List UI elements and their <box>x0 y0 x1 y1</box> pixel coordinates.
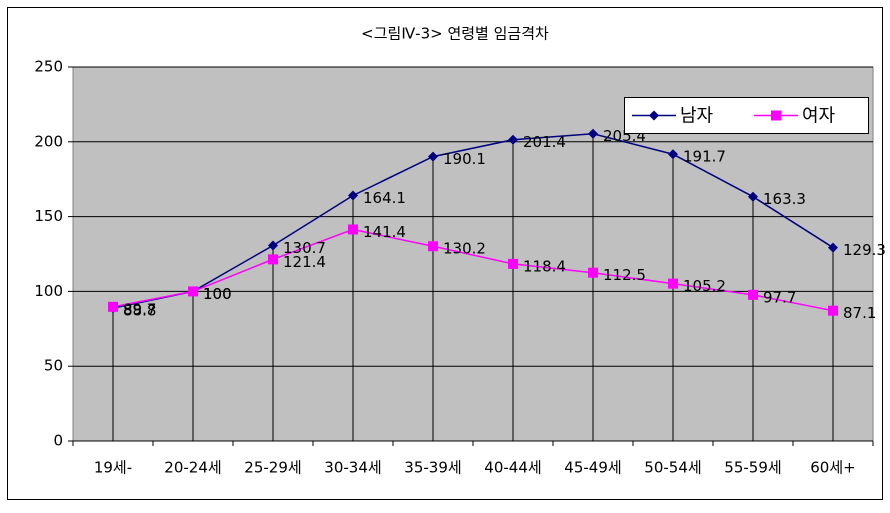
data-label: 191.7 <box>683 148 726 166</box>
marker <box>588 128 598 139</box>
data-label: 97.7 <box>763 288 796 306</box>
data-label: 100 <box>203 285 232 303</box>
y-tick-label: 250 <box>34 58 63 76</box>
data-label: 100 <box>203 285 232 303</box>
x-tick-label: 30-34세 <box>324 459 381 477</box>
data-label: 112.5 <box>603 266 646 284</box>
data-label: 164.1 <box>363 189 406 207</box>
x-tick-label: 55-59세 <box>724 459 781 477</box>
chart-title: <그림Ⅳ-3> 연령별 임금격차 <box>361 25 549 43</box>
marker <box>348 190 358 201</box>
marker <box>588 267 598 278</box>
data-label: 163.3 <box>763 190 806 208</box>
data-label: 118.4 <box>523 257 566 275</box>
data-label: 105.2 <box>683 277 726 295</box>
y-tick-label: 0 <box>53 432 63 450</box>
x-tick-label: 20-24세 <box>164 459 221 477</box>
marker <box>428 241 438 252</box>
series-line <box>112 228 834 312</box>
legend-box <box>624 97 869 134</box>
data-label: 129.3 <box>843 241 886 259</box>
marker <box>508 258 518 269</box>
y-tick-label: 150 <box>34 207 63 225</box>
series-line <box>112 132 834 309</box>
marker <box>649 110 659 121</box>
x-tick-label: 60세+ <box>810 459 855 477</box>
marker <box>828 242 838 253</box>
marker <box>188 286 198 297</box>
marker <box>508 134 518 145</box>
data-label: 130.2 <box>443 240 486 258</box>
marker <box>771 110 781 121</box>
marker <box>268 254 278 265</box>
marker <box>828 305 838 316</box>
marker <box>748 289 758 300</box>
x-tick-label: 40-44세 <box>484 459 541 477</box>
x-tick-label: 45-49세 <box>564 459 621 477</box>
data-label: 190.1 <box>443 150 486 168</box>
marker <box>268 240 278 251</box>
legend-label: 남자 <box>680 106 714 127</box>
data-label: 121.4 <box>283 253 326 271</box>
marker <box>668 278 678 289</box>
marker <box>348 224 358 235</box>
y-tick-label: 100 <box>34 282 63 300</box>
x-tick-label: 19세- <box>94 459 132 477</box>
marker <box>668 149 678 160</box>
legend: 남자 여자 <box>624 97 869 134</box>
x-tick-label: 25-29세 <box>244 459 301 477</box>
legend-label: 여자 <box>802 106 836 127</box>
marker <box>108 301 118 312</box>
data-label: 87.1 <box>843 304 876 322</box>
data-label: 89.7 <box>123 300 156 318</box>
data-label: 88.8 <box>123 302 156 320</box>
x-tick-label: 35-39세 <box>404 459 461 477</box>
data-label: 130.7 <box>283 239 326 257</box>
y-tick-label: 200 <box>34 132 63 150</box>
y-tick-label: 50 <box>44 357 63 375</box>
marker <box>428 151 438 162</box>
marker <box>748 191 758 202</box>
data-label: 201.4 <box>523 133 566 151</box>
data-label: 141.4 <box>363 223 406 241</box>
x-tick-label: 50-54세 <box>644 459 701 477</box>
